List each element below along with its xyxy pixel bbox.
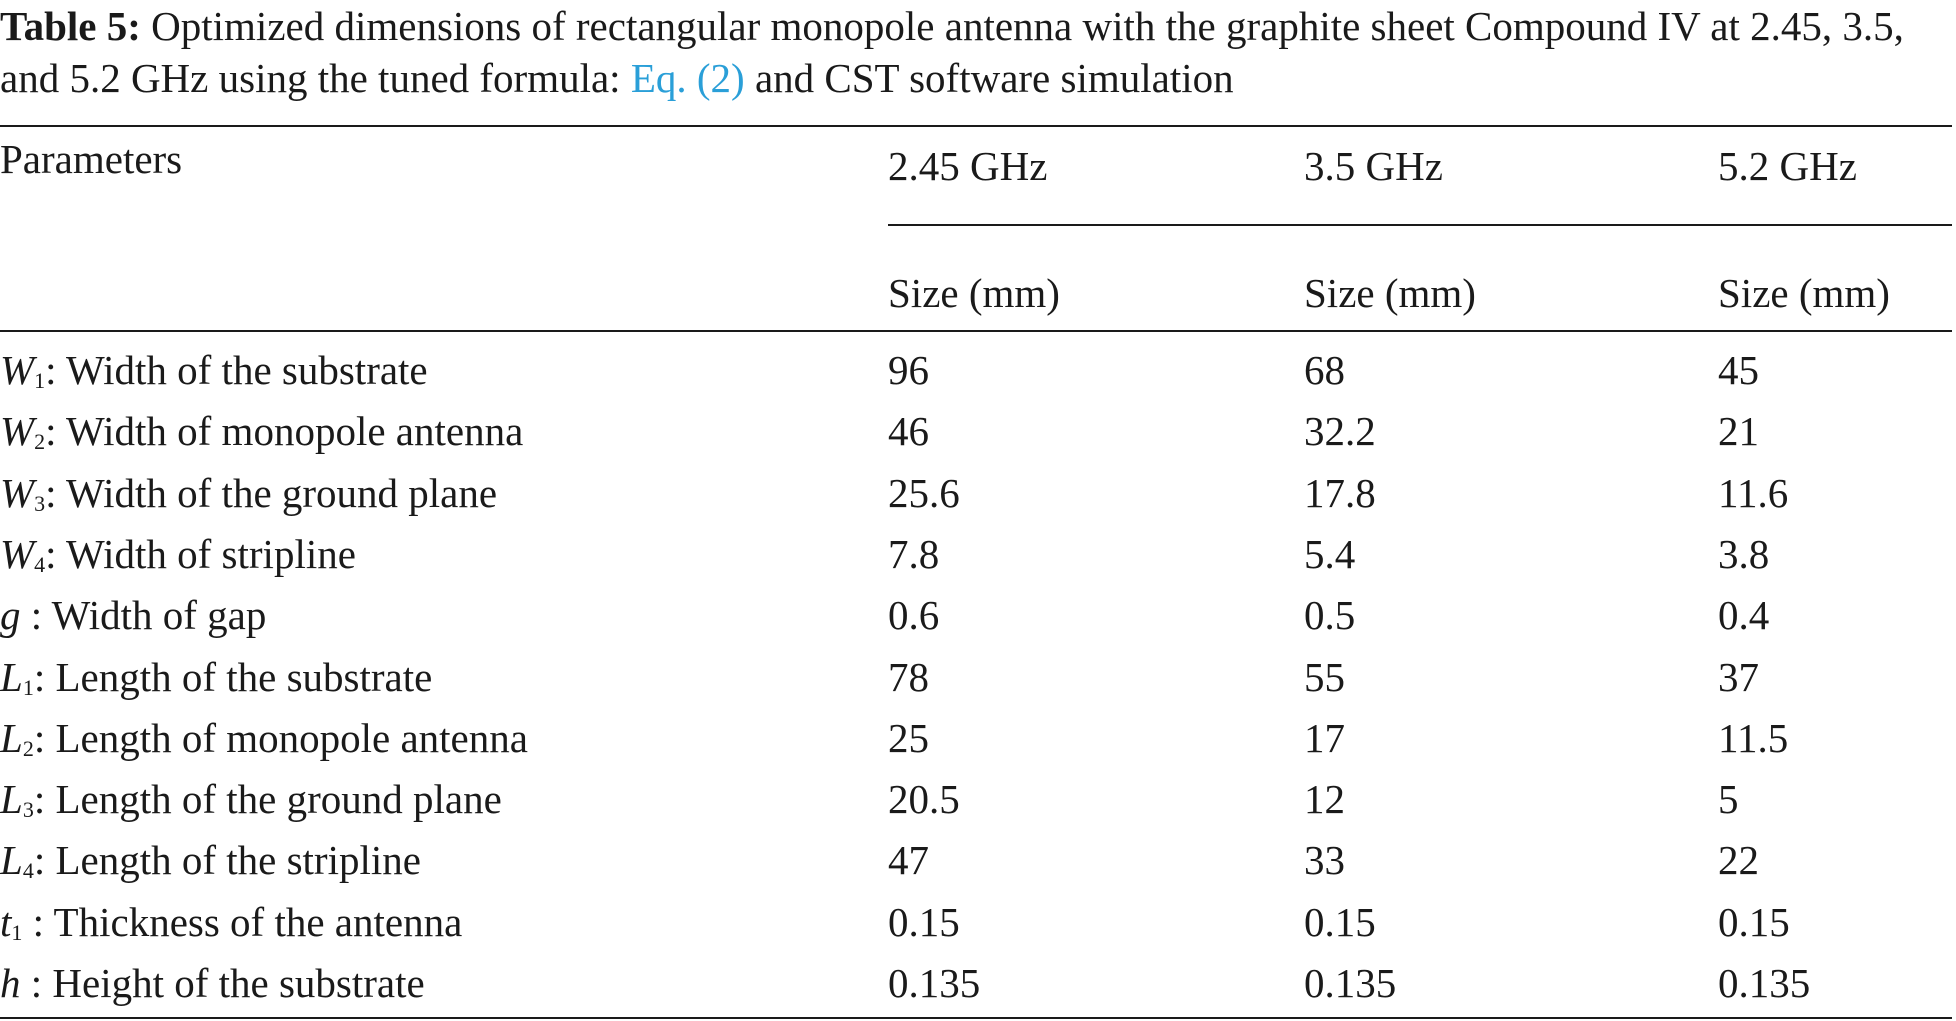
parameter-description: : Length of the stripline — [33, 837, 421, 884]
parameter-symbol: W4 — [0, 530, 46, 577]
header-freq-1: 2.45 GHz — [888, 143, 1048, 189]
size-value-cell: 45 — [1718, 347, 1759, 393]
parameter-symbol: h — [0, 960, 21, 1006]
header-parameters: Parameters — [0, 136, 183, 182]
size-value-cell: 25.6 — [888, 469, 960, 516]
size-value-cell: 21 — [1718, 408, 1759, 455]
equation-link[interactable]: Eq. (2) — [630, 55, 745, 101]
size-value-cell: 0.6 — [888, 592, 940, 639]
size-value-cell: 37 — [1718, 653, 1759, 700]
size-value-cell: 0.135 — [1304, 960, 1397, 1006]
subheader-size-2: Size (mm) — [1304, 270, 1476, 316]
header-freq-2: 3.5 GHz — [1304, 143, 1443, 189]
parameter-subscript: 2 — [34, 429, 46, 455]
parameter-cell: L2: Length of monopole antenna — [0, 713, 528, 763]
size-value-cell: 0.135 — [1718, 960, 1811, 1006]
size-value-cell: 12 — [1304, 776, 1345, 823]
parameter-cell: L3: Length of the ground plane — [0, 774, 502, 824]
parameter-symbol: t1 — [0, 898, 23, 945]
size-value-cell: 0.15 — [888, 898, 960, 945]
size-value-cell: 25 — [888, 714, 929, 761]
parameter-description: : Length of monopole antenna — [33, 714, 528, 761]
size-value-cell: 0.15 — [1304, 898, 1376, 945]
size-value-cell: 22 — [1718, 837, 1759, 884]
header-bottom-rule — [0, 330, 1952, 332]
size-value-cell: 5 — [1718, 776, 1739, 823]
parameter-cell: L4: Length of the stripline — [0, 835, 421, 885]
size-value-cell: 33 — [1304, 837, 1345, 884]
parameter-description: : Thickness of the antenna — [22, 898, 463, 945]
parameter-description: : Width of the substrate — [45, 347, 428, 393]
parameter-subscript: 4 — [22, 858, 34, 884]
size-value-cell: 55 — [1304, 653, 1345, 700]
size-value-cell: 11.6 — [1718, 469, 1789, 516]
size-value-cell: 20.5 — [888, 776, 960, 823]
parameter-description: : Length of the substrate — [33, 653, 433, 700]
size-value-cell: 68 — [1304, 347, 1345, 393]
parameter-description: : Width of monopole antenna — [45, 408, 524, 455]
parameter-cell: W3: Width of the ground plane — [0, 468, 497, 518]
parameter-subscript: 1 — [34, 368, 46, 393]
parameter-symbol: L1 — [0, 653, 34, 700]
parameter-subscript: 3 — [34, 490, 46, 516]
header-subrule — [888, 224, 1952, 226]
size-value-cell: 17 — [1304, 714, 1345, 761]
parameter-description: : Width of the ground plane — [45, 469, 498, 516]
bottom-rule — [0, 1017, 1952, 1019]
parameter-symbol: L2 — [0, 714, 34, 761]
size-value-cell: 0.135 — [888, 960, 981, 1006]
caption-text: Optimized dimensions of rectangular mono… — [0, 3, 1904, 101]
parameter-cell: W2: Width of monopole antenna — [0, 406, 523, 456]
parameter-cell: W1: Width of the substrate — [0, 345, 428, 395]
parameter-cell: t1 : Thickness of the antenna — [0, 897, 462, 947]
parameter-subscript: 4 — [34, 551, 46, 577]
parameter-symbol: W2 — [0, 408, 46, 455]
size-value-cell: 78 — [888, 653, 929, 700]
parameter-subscript: 2 — [22, 735, 34, 761]
parameter-cell: g : Width of gap — [0, 590, 266, 640]
size-value-cell: 0.4 — [1718, 592, 1770, 639]
top-rule — [0, 125, 1952, 127]
parameter-cell: h : Height of the substrate — [0, 958, 425, 1008]
parameter-subscript: 1 — [11, 919, 23, 945]
size-value-cell: 0.15 — [1718, 898, 1790, 945]
size-value-cell: 7.8 — [888, 530, 940, 577]
caption-text-end: and CST software simulation — [744, 55, 1234, 101]
parameter-subscript: 1 — [22, 674, 34, 700]
subheader-size-3: Size (mm) — [1718, 270, 1890, 316]
parameter-symbol: g — [0, 592, 21, 639]
parameter-symbol: L4 — [0, 837, 34, 884]
size-value-cell: 11.5 — [1718, 714, 1789, 761]
size-value-cell: 5.4 — [1304, 530, 1356, 577]
size-value-cell: 96 — [888, 347, 929, 393]
parameter-cell: W4: Width of stripline — [0, 529, 356, 579]
parameter-description: : Length of the ground plane — [33, 776, 502, 823]
parameter-subscript: 3 — [22, 797, 34, 823]
parameter-symbol: W3 — [0, 469, 46, 516]
parameter-description: : Height of the substrate — [20, 960, 425, 1006]
parameter-symbol: L3 — [0, 776, 34, 823]
caption-label: Table 5: — [0, 3, 141, 49]
header-freq-3: 5.2 GHz — [1718, 143, 1857, 189]
size-value-cell: 17.8 — [1304, 469, 1376, 516]
table-caption: Table 5: Optimized dimensions of rectang… — [0, 0, 1956, 104]
parameter-description: : Width of stripline — [45, 530, 356, 577]
size-value-cell: 0.5 — [1304, 592, 1356, 639]
size-value-cell: 47 — [888, 837, 929, 884]
size-value-cell: 3.8 — [1718, 530, 1770, 577]
subheader-size-1: Size (mm) — [888, 270, 1060, 316]
size-value-cell: 32.2 — [1304, 408, 1376, 455]
parameter-cell: L1: Length of the substrate — [0, 652, 432, 702]
size-value-cell: 46 — [888, 408, 929, 455]
parameter-symbol: W1 — [0, 347, 46, 393]
parameter-description: : Width of gap — [20, 592, 267, 639]
